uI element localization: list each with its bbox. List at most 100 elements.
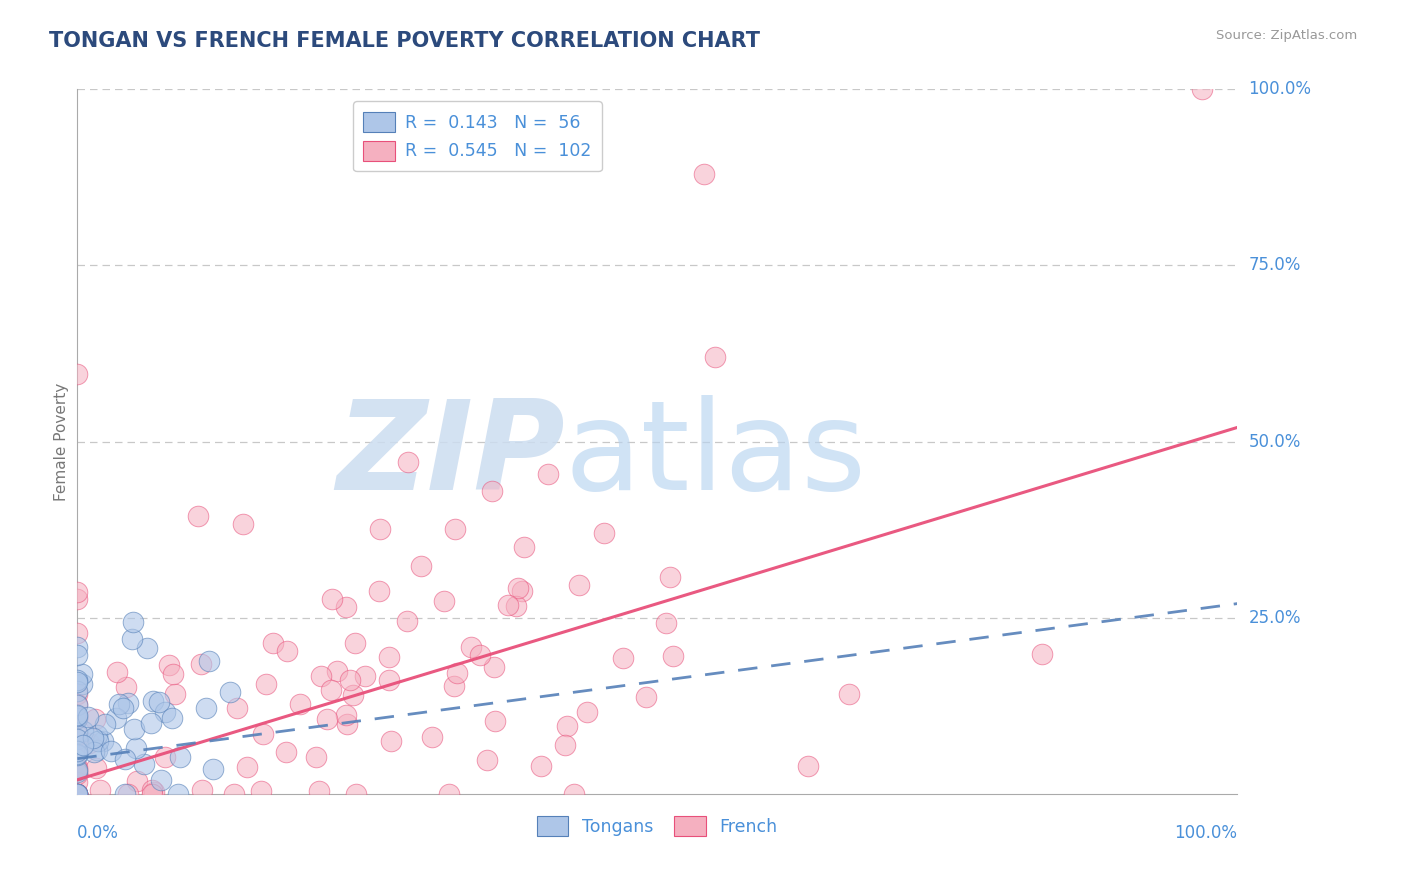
Point: [262, 636, 284, 650]
Point: [568, 578, 591, 592]
Point: [612, 651, 634, 665]
Point: [117, 787, 139, 801]
Point: [66, 760, 89, 774]
Point: [66, 763, 89, 777]
Point: [344, 636, 367, 650]
Point: [66, 787, 89, 801]
Point: [76, 710, 98, 724]
Point: [446, 665, 468, 680]
Point: [148, 695, 170, 709]
Point: [66, 787, 89, 801]
Point: [252, 727, 274, 741]
Point: [169, 750, 191, 764]
Point: [344, 787, 367, 801]
Point: [66, 710, 89, 724]
Point: [335, 707, 357, 722]
Point: [100, 744, 122, 758]
Point: [636, 690, 658, 705]
Point: [537, 467, 560, 482]
Point: [125, 774, 148, 789]
Point: [661, 648, 683, 663]
Point: [380, 734, 402, 748]
Point: [72, 738, 94, 752]
Point: [378, 673, 401, 687]
Point: [370, 522, 392, 536]
Point: [655, 615, 678, 630]
Point: [66, 698, 89, 712]
Point: [83, 745, 105, 759]
Point: [66, 640, 89, 655]
Text: Source: ZipAtlas.com: Source: ZipAtlas.com: [1216, 29, 1357, 42]
Point: [66, 787, 89, 801]
Point: [308, 784, 330, 798]
Point: [396, 455, 419, 469]
Point: [592, 526, 614, 541]
Point: [432, 594, 454, 608]
Point: [70, 677, 93, 691]
Point: [66, 775, 89, 789]
Point: [160, 711, 183, 725]
Point: [66, 787, 89, 801]
Point: [117, 696, 139, 710]
Point: [276, 644, 298, 658]
Point: [143, 785, 166, 799]
Point: [309, 669, 332, 683]
Point: [105, 711, 128, 725]
Point: [167, 787, 190, 801]
Point: [838, 687, 860, 701]
Point: [66, 744, 89, 758]
Point: [496, 599, 519, 613]
Point: [219, 685, 242, 699]
Point: [562, 787, 585, 801]
Point: [222, 787, 245, 801]
Point: [226, 701, 249, 715]
Point: [66, 367, 89, 381]
Point: [1191, 82, 1213, 96]
Point: [66, 764, 89, 779]
Point: [508, 581, 530, 595]
Point: [114, 787, 136, 801]
Point: [190, 657, 212, 671]
Point: [378, 650, 401, 665]
Point: [232, 516, 254, 531]
Point: [437, 787, 460, 801]
Point: [693, 167, 716, 181]
Point: [274, 746, 297, 760]
Point: [66, 787, 89, 801]
Point: [368, 583, 391, 598]
Point: [505, 599, 527, 613]
Point: [659, 570, 682, 584]
Point: [554, 738, 576, 752]
Text: ZIP: ZIP: [336, 395, 565, 516]
Point: [66, 748, 89, 763]
Point: [112, 701, 135, 715]
Point: [157, 658, 180, 673]
Point: [66, 787, 89, 801]
Text: 50.0%: 50.0%: [1249, 433, 1301, 450]
Point: [66, 684, 89, 698]
Point: [530, 758, 553, 772]
Point: [704, 350, 727, 364]
Point: [89, 782, 111, 797]
Point: [191, 783, 214, 797]
Point: [72, 667, 94, 681]
Point: [141, 787, 163, 801]
Point: [66, 787, 89, 801]
Point: [66, 584, 89, 599]
Text: 100.0%: 100.0%: [1249, 80, 1312, 98]
Point: [66, 648, 89, 662]
Point: [249, 784, 271, 798]
Point: [201, 762, 224, 776]
Point: [396, 614, 419, 628]
Point: [187, 508, 209, 523]
Point: [125, 740, 148, 755]
Point: [150, 773, 173, 788]
Point: [66, 731, 89, 746]
Text: 25.0%: 25.0%: [1249, 608, 1301, 627]
Point: [288, 697, 311, 711]
Point: [66, 787, 89, 801]
Point: [319, 682, 342, 697]
Point: [66, 625, 89, 640]
Point: [339, 673, 361, 688]
Point: [66, 747, 89, 761]
